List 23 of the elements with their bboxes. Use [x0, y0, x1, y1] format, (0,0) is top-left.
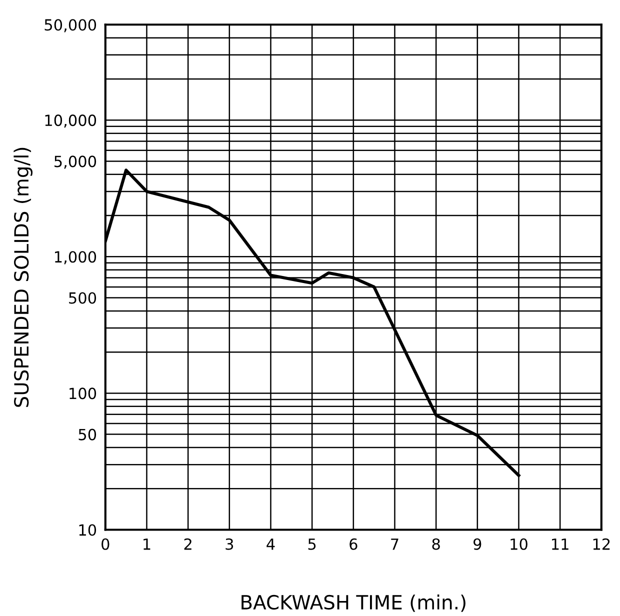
x-tick-label: 0 — [102, 538, 110, 550]
x-tick-label: 9 — [474, 538, 482, 550]
y-tick-label: 50,000 — [44, 19, 96, 32]
x-tick-label: 4 — [266, 538, 275, 550]
x-tick-label: 12 — [593, 538, 610, 550]
y-tick-label: 5,000 — [54, 156, 96, 169]
y-tick-label: 10,000 — [45, 114, 96, 128]
x-axis-title: BACKWASH TIME (min.) — [242, 594, 466, 612]
y-tick-label: 1,000 — [55, 251, 96, 264]
y-tick-label: 50 — [78, 428, 96, 440]
y-axis-title: SUSPENDED SOLIDS (mg/l) — [14, 148, 32, 407]
y-tick-label: 100 — [70, 388, 96, 400]
x-tick-label: 2 — [184, 538, 192, 550]
x-tick-label: 11 — [552, 538, 568, 550]
y-tick-label: 10 — [79, 524, 96, 536]
y-tick-label: 500 — [69, 292, 96, 304]
x-tick-label: 1 — [144, 538, 150, 550]
x-tick-label: 6 — [350, 538, 358, 550]
x-tick-label: 8 — [432, 538, 440, 550]
x-tick-label: 3 — [226, 538, 234, 550]
x-tick-label: 10 — [510, 538, 528, 550]
x-tick-label: 5 — [308, 538, 316, 550]
x-tick-label: 7 — [391, 538, 398, 550]
